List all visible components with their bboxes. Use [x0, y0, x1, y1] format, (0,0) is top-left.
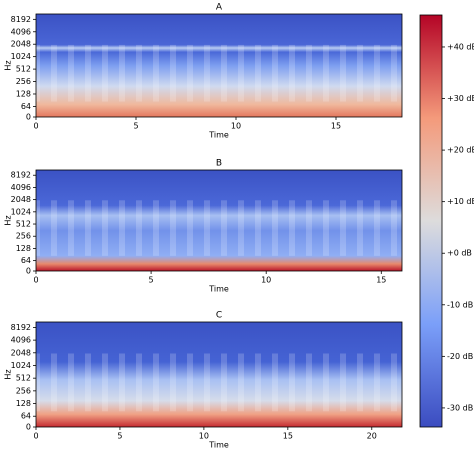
y-tick-label: 2048 — [11, 40, 31, 49]
y-axis-label: Hz — [4, 215, 13, 225]
x-tick-label: 0 — [33, 122, 38, 131]
colorbar-tick-label: +10 dB — [447, 197, 474, 206]
colorbar-tick-label: +30 dB — [447, 94, 474, 103]
colorbar-tick-label: -30 dB — [447, 403, 473, 412]
y-tick-label: 2048 — [11, 195, 31, 204]
x-axis-label: Time — [208, 131, 229, 140]
x-axis-label: Time — [208, 285, 229, 294]
x-tick-label: 0 — [33, 432, 38, 441]
y-tick-label: 512 — [16, 220, 31, 229]
y-tick-label: 8192 — [11, 171, 31, 180]
x-tick-label: 5 — [117, 432, 122, 441]
y-tick-label: 512 — [16, 374, 31, 383]
axes-frame — [35, 13, 403, 118]
y-tick-label: 512 — [16, 65, 31, 74]
panel-title: C — [216, 311, 222, 321]
panel-title: A — [216, 3, 223, 13]
colorbar-tick-label: +20 dB — [447, 146, 474, 155]
colorbar-tick-label: +40 dB — [447, 42, 474, 51]
y-tick-label: 0 — [26, 113, 31, 122]
x-tick-label: 15 — [283, 432, 293, 441]
x-tick-label: 10 — [261, 276, 271, 285]
y-tick-label: 64 — [21, 102, 31, 111]
y-tick-label: 8192 — [11, 323, 31, 332]
y-tick-label: 128 — [16, 244, 31, 253]
x-axis-label: Time — [208, 441, 229, 450]
axes-frame — [35, 169, 403, 272]
y-tick-label: 64 — [21, 412, 31, 421]
x-tick-label: 10 — [231, 122, 241, 131]
y-tick-label: 1024 — [11, 361, 31, 370]
x-tick-label: 0 — [33, 276, 38, 285]
y-tick-label: 128 — [16, 399, 31, 408]
spectrogram-texture — [36, 200, 402, 256]
y-tick-label: 1024 — [11, 207, 31, 216]
y-tick-label: 64 — [21, 256, 31, 265]
y-axis-label: Hz — [4, 369, 13, 379]
spectrogram-texture — [36, 353, 402, 412]
colorbar-tick-label: -20 dB — [447, 352, 473, 361]
spectrogram-texture — [36, 44, 402, 102]
panel-title: B — [216, 159, 222, 169]
y-tick-label: 128 — [16, 89, 31, 98]
colorbar-tick-label: +0 dB — [447, 249, 472, 258]
colorbar-tick-label: -10 dB — [447, 300, 473, 309]
y-tick-label: 2048 — [11, 348, 31, 357]
y-tick-label: 1024 — [11, 52, 31, 61]
x-tick-label: 5 — [133, 122, 138, 131]
y-axis-label: Hz — [4, 60, 13, 70]
colorbar — [419, 14, 443, 428]
y-tick-label: 256 — [16, 386, 31, 395]
x-tick-label: 5 — [149, 276, 154, 285]
x-tick-label: 10 — [199, 432, 209, 441]
x-tick-label: 20 — [367, 432, 377, 441]
y-tick-label: 4096 — [11, 27, 31, 36]
y-tick-label: 0 — [26, 423, 31, 432]
y-tick-label: 8192 — [11, 15, 31, 24]
y-tick-label: 4096 — [11, 183, 31, 192]
x-tick-label: 15 — [331, 122, 341, 131]
y-tick-label: 4096 — [11, 336, 31, 345]
x-tick-label: 15 — [376, 276, 386, 285]
y-tick-label: 0 — [26, 267, 31, 276]
y-tick-label: 256 — [16, 232, 31, 241]
y-tick-label: 256 — [16, 77, 31, 86]
axes-frame — [35, 321, 403, 428]
